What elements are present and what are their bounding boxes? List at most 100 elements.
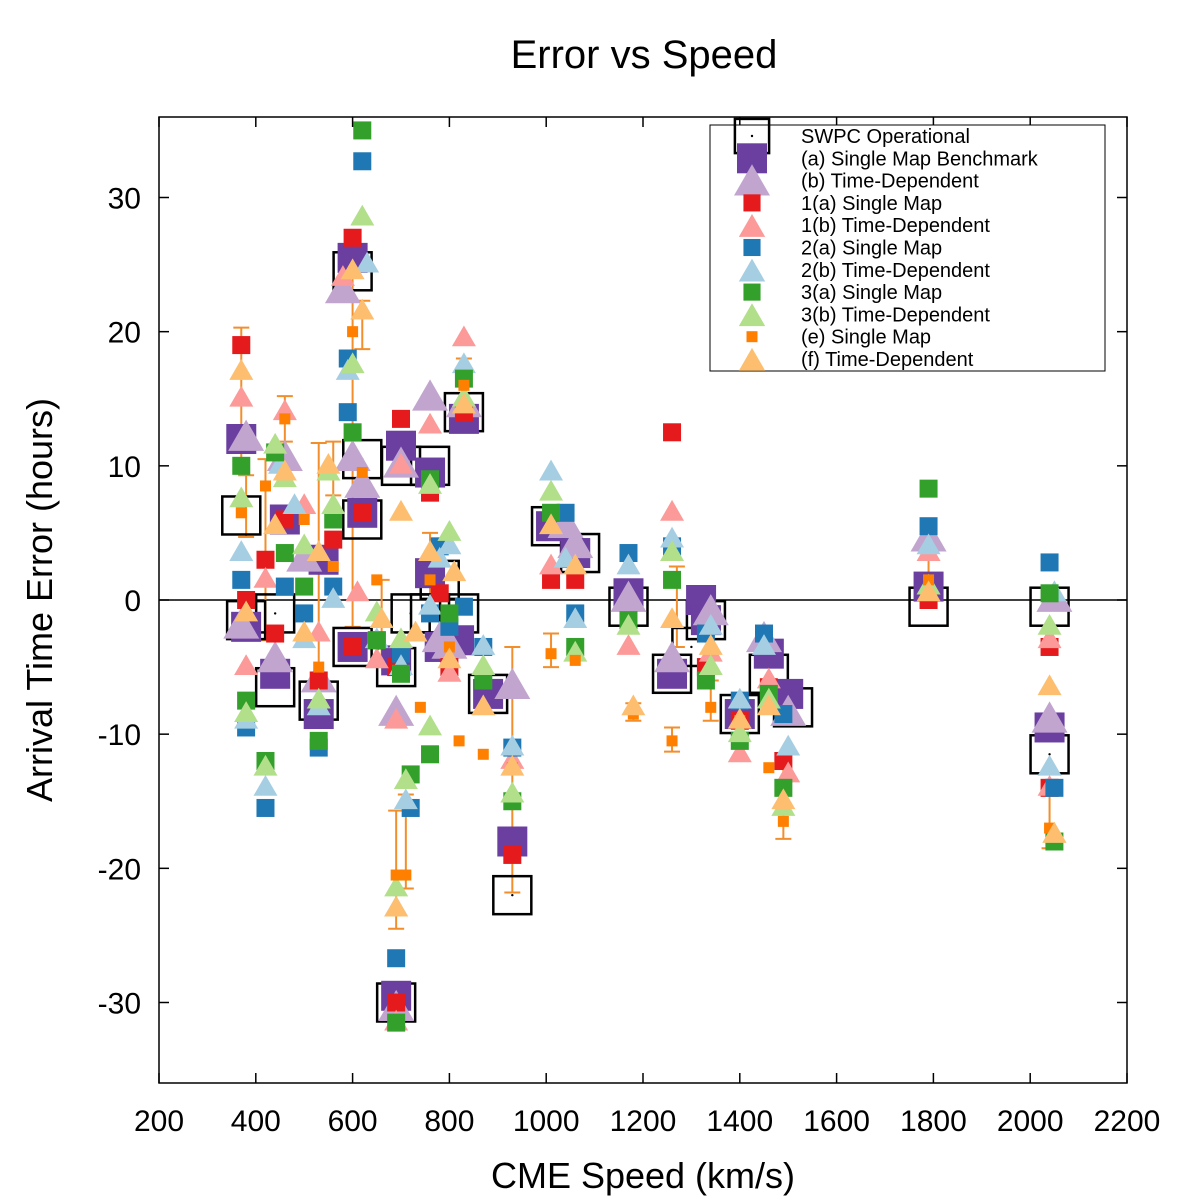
data-point	[223, 607, 260, 639]
data-point	[442, 560, 467, 582]
data-point	[418, 412, 443, 434]
data-point	[414, 701, 426, 713]
data-point	[424, 574, 436, 586]
data-point	[451, 325, 476, 347]
data-point	[727, 687, 752, 709]
data-point	[421, 745, 440, 764]
data-point	[324, 272, 361, 304]
data-point	[327, 560, 339, 572]
data-point	[266, 624, 285, 643]
legend-label: 3(a) Single Map	[801, 282, 942, 304]
data-point	[692, 594, 729, 626]
data-point-dot	[273, 612, 277, 615]
legend-marker-dot	[750, 134, 754, 138]
data-point	[324, 510, 343, 529]
data-point	[660, 499, 685, 521]
data-point	[350, 298, 375, 320]
series-f-time-dependent	[229, 258, 1067, 917]
series-1-b-time-dependent	[229, 265, 1062, 1031]
data-point	[500, 781, 525, 803]
data-point	[259, 480, 271, 492]
data-point	[272, 399, 297, 421]
legend-label: (b) Time-Dependent	[801, 171, 979, 193]
data-point	[500, 754, 525, 776]
legend-marker	[738, 303, 766, 327]
y-axis-title: Arrival Time Error (hours)	[19, 398, 60, 802]
data-point	[347, 326, 359, 338]
legend-item-1-a-single-map: 1(a) Single Map	[743, 193, 942, 215]
data-point	[343, 423, 362, 442]
data-point	[698, 654, 723, 675]
legend-item-2-b-time-dependent: 2(b) Time-Dependent	[738, 258, 990, 282]
data-point	[343, 637, 362, 656]
y-axis-ticks: -30 -20 -10 0 10 20 30	[98, 183, 1127, 1021]
data-point	[237, 591, 256, 609]
data-point	[539, 459, 564, 481]
data-point	[763, 762, 775, 774]
data-point	[371, 574, 383, 586]
data-point	[698, 634, 723, 655]
x-tick-label: 2200	[1094, 1105, 1161, 1138]
legend-marker	[743, 283, 761, 301]
data-point	[1031, 701, 1068, 733]
data-point	[412, 379, 449, 411]
data-point	[353, 121, 372, 140]
data-point	[306, 687, 331, 709]
data-point	[1040, 553, 1059, 572]
data-point	[392, 664, 410, 683]
data-point	[916, 580, 941, 602]
legend-label: (e) Single Map	[801, 327, 931, 349]
data-point	[306, 540, 331, 561]
data-point	[235, 507, 247, 519]
data-point	[350, 204, 375, 226]
data-point	[229, 385, 254, 407]
data-point	[654, 641, 691, 673]
legend-marker	[734, 164, 770, 196]
data-point	[563, 607, 588, 629]
data-point	[228, 419, 265, 451]
data-point	[919, 517, 938, 536]
data-point	[569, 654, 581, 666]
data-point	[334, 439, 371, 471]
data-point	[418, 473, 443, 494]
data-point	[418, 714, 443, 736]
data-point	[440, 604, 459, 623]
data-point	[666, 735, 678, 747]
data-point	[387, 993, 406, 1012]
legend-label: 1(b) Time-Dependent	[801, 215, 990, 237]
data-point	[263, 513, 288, 535]
data-point	[451, 352, 476, 374]
legend-label: 3(b) Time-Dependent	[801, 304, 990, 326]
data-point	[232, 336, 251, 355]
data-point	[384, 875, 409, 897]
x-tick-label: 1600	[803, 1105, 870, 1138]
legend-item-1-b-time-dependent: 1(b) Time-Dependent	[738, 214, 990, 237]
data-point	[234, 600, 259, 622]
legend-marker	[746, 331, 758, 343]
data-point	[229, 359, 254, 380]
x-tick-label: 1400	[706, 1105, 773, 1138]
data-points	[221, 121, 1073, 1032]
data-point	[566, 570, 585, 589]
data-point	[660, 540, 685, 561]
data-point	[390, 869, 402, 881]
data-point	[451, 392, 476, 414]
data-point	[232, 570, 251, 589]
data-point	[234, 654, 259, 675]
data-point	[777, 815, 789, 827]
data-point	[392, 409, 410, 428]
data-point	[542, 570, 561, 589]
legend-label: 1(a) Single Map	[801, 193, 942, 215]
data-point	[471, 634, 496, 655]
x-tick-label: 1800	[900, 1105, 967, 1138]
legend-item-b-time-dependent: (b) Time-Dependent	[734, 164, 979, 196]
data-point	[309, 731, 328, 750]
legend-label: 2(b) Time-Dependent	[801, 260, 990, 282]
data-point	[237, 691, 256, 710]
data-point	[663, 570, 682, 589]
data-point	[344, 466, 381, 498]
data-point-dot	[1048, 753, 1051, 756]
y-tick-label: 30	[108, 183, 141, 216]
data-point	[923, 574, 935, 586]
